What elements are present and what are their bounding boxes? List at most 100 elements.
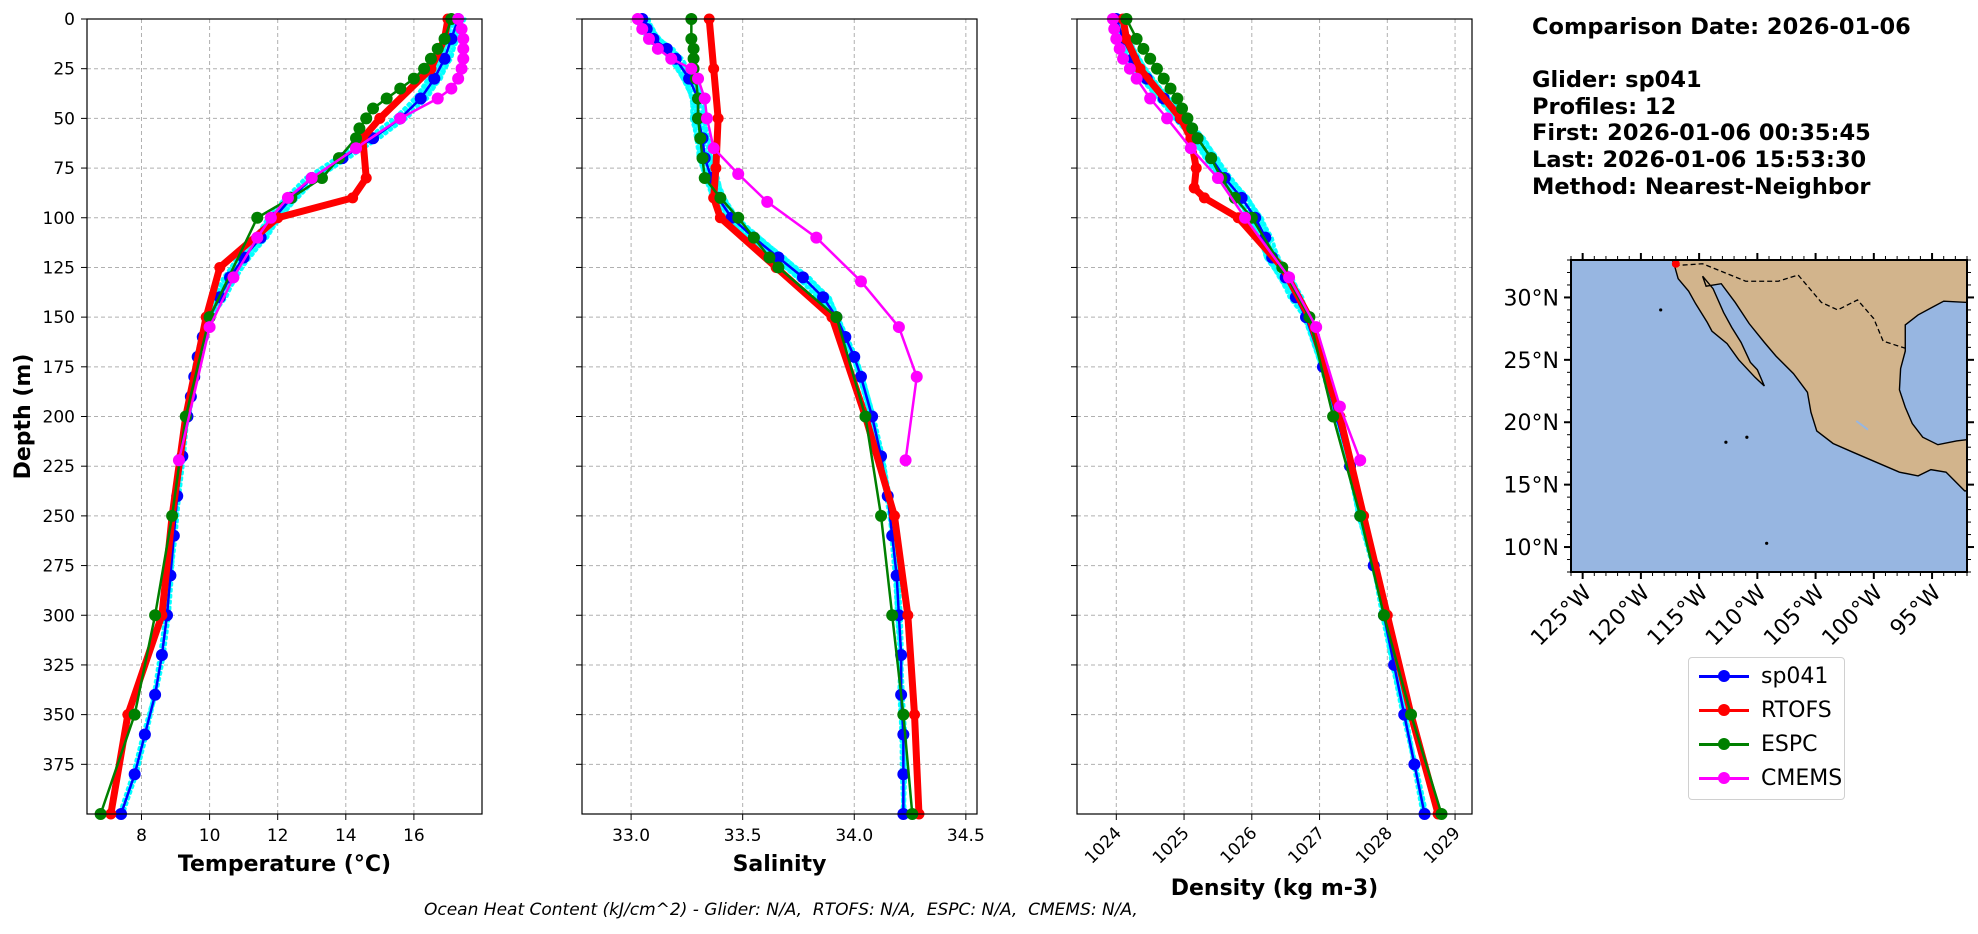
data-point-cmems xyxy=(761,195,774,208)
island xyxy=(1765,541,1769,545)
series-line-cmems xyxy=(177,18,465,461)
data-point-sp041 xyxy=(854,370,867,383)
legend-item-rtofs: RTOFS xyxy=(1689,696,1844,726)
data-point-espc xyxy=(1354,509,1367,522)
data-point-espc xyxy=(424,52,437,65)
y-tick-label: 175 xyxy=(43,358,75,378)
method: Method: Nearest-Neighbor xyxy=(1532,173,1871,200)
data-point-sp041 xyxy=(128,768,141,781)
data-point-espc xyxy=(1164,82,1177,95)
data-point-espc xyxy=(1205,152,1218,165)
y-tick-label: 250 xyxy=(43,507,75,527)
data-point-cmems xyxy=(264,211,277,224)
x-axis-label: Temperature (°C) xyxy=(178,852,391,877)
data-point-cmems xyxy=(1123,62,1136,75)
data-point-espc xyxy=(149,609,162,622)
map-longitude-label: 95°W xyxy=(1886,580,1947,641)
data-point-espc xyxy=(1130,32,1143,45)
data-point-espc xyxy=(859,410,872,423)
legend-item-espc: ESPC xyxy=(1689,730,1844,760)
data-point-cmems xyxy=(642,32,655,45)
national-border xyxy=(1674,263,1907,350)
data-point-cmems xyxy=(251,231,264,244)
data-point-rtofs xyxy=(1190,162,1202,174)
y-axis-label: Depth (m) xyxy=(11,354,36,480)
data-point-espc xyxy=(1186,122,1199,135)
data-point-cmems xyxy=(698,92,711,105)
data-point-espc xyxy=(1150,62,1163,75)
data-point-cmems xyxy=(1333,400,1346,413)
last-time: Last: 2026-01-06 15:53:30 xyxy=(1532,146,1867,173)
x-axis-label: Salinity xyxy=(733,852,827,877)
data-point-rtofs xyxy=(710,162,722,174)
data-point-espc xyxy=(407,72,420,85)
data-point-cmems xyxy=(305,172,318,184)
data-point-sp041 xyxy=(438,52,451,65)
data-point-rtofs xyxy=(888,510,900,522)
data-point-rtofs xyxy=(708,63,720,75)
data-point-espc xyxy=(315,172,328,184)
data-point-cmems xyxy=(1161,112,1174,125)
data-point-espc xyxy=(431,42,444,55)
data-point-espc xyxy=(1137,42,1150,55)
legend-marker-sp041 xyxy=(1718,670,1730,682)
map-latitude-label: 20°N xyxy=(1504,411,1559,436)
data-point-sp041 xyxy=(848,350,861,363)
data-point-cmems xyxy=(1110,32,1123,45)
y-tick-label: 375 xyxy=(43,755,75,775)
x-tick-label: 1027 xyxy=(1284,823,1329,868)
data-point-cmems xyxy=(854,275,867,288)
data-point-espc xyxy=(714,191,727,204)
y-tick-label: 75 xyxy=(53,159,75,179)
data-point-cmems xyxy=(1108,22,1121,35)
x-tick-label: 1028 xyxy=(1352,823,1397,868)
y-tick-label: 275 xyxy=(43,557,75,577)
data-point-rtofs xyxy=(1188,182,1200,194)
data-point-espc xyxy=(367,102,380,115)
map-longitude-label: 110°W xyxy=(1701,580,1772,651)
legend: sp041 RTOFS ESPC CMEMS xyxy=(1688,657,1845,800)
x-tick-label: 34.0 xyxy=(835,826,873,846)
data-point-sp041 xyxy=(428,72,441,85)
data-point-sp041 xyxy=(772,251,785,264)
data-point-espc xyxy=(1228,191,1241,204)
data-point-espc xyxy=(694,132,707,145)
x-tick-label: 1025 xyxy=(1149,823,1194,868)
data-point-espc xyxy=(692,112,705,125)
data-point-sp041 xyxy=(138,728,151,741)
legend-label-espc: ESPC xyxy=(1761,732,1818,757)
map-latitude-label: 25°N xyxy=(1504,349,1559,374)
data-point-espc xyxy=(875,509,888,522)
data-point-rtofs xyxy=(909,709,921,721)
ocean-heat-content-note: Ocean Heat Content (kJ/cm^2) - Glider: N… xyxy=(424,900,1138,920)
data-point-espc xyxy=(897,708,910,721)
data-point-espc xyxy=(1144,52,1157,65)
data-point-cmems xyxy=(1117,52,1130,65)
data-point-sp041 xyxy=(796,271,809,284)
data-point-rtofs xyxy=(360,172,372,184)
y-tick-label: 50 xyxy=(53,109,75,129)
comparison-date: Comparison Date: 2026-01-06 xyxy=(1532,14,1911,40)
data-point-cmems xyxy=(685,62,698,75)
map-longitude-label: 100°W xyxy=(1818,580,1889,651)
x-tick-label: 8 xyxy=(136,826,147,846)
data-point-espc xyxy=(1405,708,1418,721)
data-point-rtofs xyxy=(1120,33,1132,45)
data-point-espc xyxy=(1157,72,1170,85)
data-point-cmems xyxy=(227,271,240,284)
data-point-sp041 xyxy=(897,728,910,741)
legend-label-cmems: CMEMS xyxy=(1761,766,1843,791)
data-point-cmems xyxy=(665,52,678,65)
lake xyxy=(1855,420,1869,431)
data-point-cmems xyxy=(431,92,444,105)
data-point-cmems xyxy=(700,112,713,125)
data-point-sp041 xyxy=(897,768,910,781)
data-point-cmems xyxy=(457,42,470,55)
x-tick-label: 33.0 xyxy=(612,826,650,846)
x-axis-label: Density (kg m-3) xyxy=(1171,876,1379,901)
data-point-espc xyxy=(685,32,698,45)
y-tick-label: 100 xyxy=(43,209,75,229)
legend-marker-espc xyxy=(1718,738,1730,750)
data-point-rtofs xyxy=(714,212,726,224)
island xyxy=(1745,435,1749,439)
